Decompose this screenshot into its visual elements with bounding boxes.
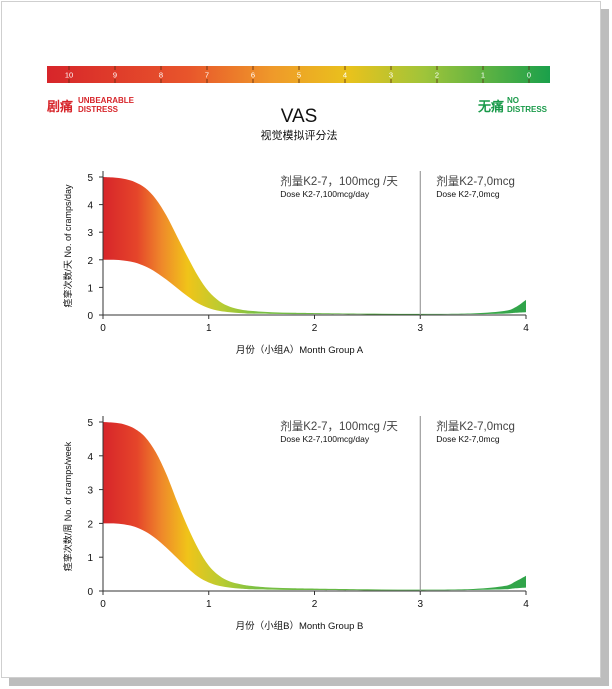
cramps-band-area: [103, 422, 526, 591]
x-tick-label: 3: [417, 323, 423, 334]
phase1-label-cn: 剂量K2-7，100mcg /天: [280, 419, 398, 433]
vas-gradient-bar: [47, 66, 550, 83]
vas-left-en-1: UNBEARABLE: [78, 96, 135, 105]
y-tick-label: 4: [87, 452, 93, 463]
y-tick-label: 1: [87, 553, 93, 564]
vas-title: VAS: [281, 106, 318, 127]
y-tick-label: 2: [87, 519, 93, 530]
phase2-label-cn: 剂量K2-7,0mcg: [436, 174, 515, 188]
y-tick-label: 5: [87, 418, 93, 429]
vas-scale-label: 3: [389, 71, 393, 80]
x-tick-label: 1: [206, 323, 212, 334]
phase1-label-en: Dose K2-7,100mcg/day: [280, 434, 370, 444]
vas-left-cn: 剧痛: [47, 99, 73, 114]
y-tick-label: 3: [87, 486, 93, 497]
vas-subtitle: 视觉模拟评分法: [261, 128, 338, 142]
phase2-label-en: Dose K2-7,0mcg: [436, 434, 500, 444]
vas-scale-label: 7: [205, 71, 209, 80]
x-axis-title: 月份（小组B）Month Group B: [236, 620, 364, 632]
y-tick-label: 0: [87, 587, 93, 598]
vas-scale-label: 9: [113, 71, 117, 80]
y-axis-title: 痉挛次数/周 No. of cramps/week: [62, 441, 73, 571]
x-tick-label: 2: [312, 323, 318, 334]
y-tick-label: 4: [87, 201, 93, 212]
vas-scale-label: 1: [481, 71, 485, 80]
page-frame: [1, 1, 601, 678]
vas-scale-label: 2: [435, 71, 439, 80]
x-tick-label: 0: [100, 323, 106, 334]
phase1-label-en: Dose K2-7,100mcg/day: [280, 189, 370, 199]
vas-scale-label: 4: [343, 71, 347, 80]
vas-right-en-2: DISTRESS: [507, 105, 548, 114]
vas-scale-label: 10: [65, 71, 73, 80]
x-tick-label: 2: [312, 599, 318, 610]
x-tick-label: 0: [100, 599, 106, 610]
vas-right-en-1: NO: [507, 96, 519, 105]
x-tick-label: 3: [417, 599, 423, 610]
vas-left-en-2: DISTRESS: [78, 105, 119, 114]
y-tick-label: 3: [87, 228, 93, 239]
phase2-label-cn: 剂量K2-7,0mcg: [436, 419, 515, 433]
cramps-band-area: [103, 177, 526, 315]
vas-scale-label: 5: [297, 71, 301, 80]
x-axis-title: 月份（小组A）Month Group A: [236, 344, 364, 356]
phase1-label-cn: 剂量K2-7，100mcg /天: [280, 174, 398, 188]
vas-scale-ticks: 10 9 8 7 6 5 4 3 2 1 0: [65, 66, 531, 83]
y-tick-label: 2: [87, 256, 93, 267]
y-tick-label: 5: [87, 173, 93, 184]
phase2-label-en: Dose K2-7,0mcg: [436, 189, 500, 199]
x-tick-label: 4: [523, 599, 529, 610]
vas-scale-label: 6: [251, 71, 255, 80]
vas-scale-label: 8: [159, 71, 163, 80]
y-axis-title: 痉挛次数/天 No. of cramps/day: [62, 184, 73, 308]
y-tick-label: 0: [87, 311, 93, 322]
x-tick-label: 1: [206, 599, 212, 610]
y-tick-label: 1: [87, 283, 93, 294]
x-tick-label: 4: [523, 323, 529, 334]
vas-scale-label: 0: [527, 71, 531, 80]
vas-right-cn: 无痛: [477, 99, 504, 114]
